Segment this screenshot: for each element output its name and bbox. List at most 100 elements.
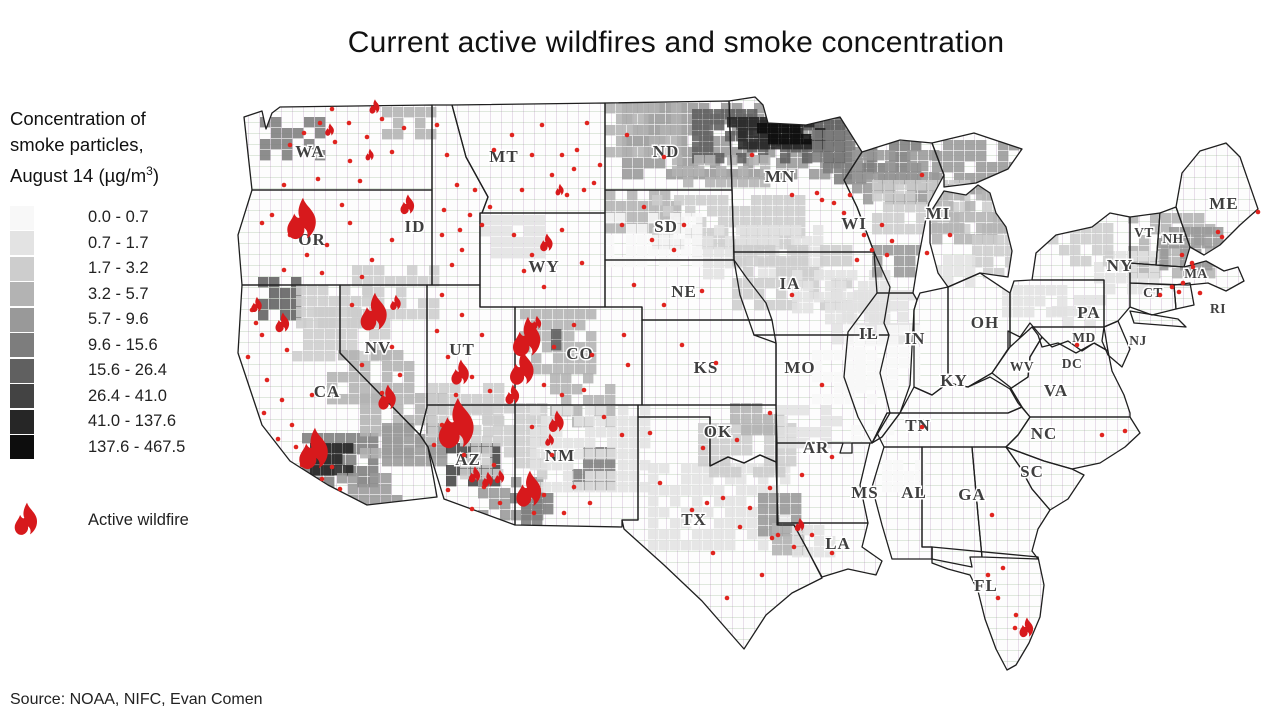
fire-dot (349, 302, 355, 308)
fire-dot (699, 288, 705, 294)
legend-bin-row: 15.6 - 26.4 (10, 358, 225, 384)
state-label-ar: AR (803, 438, 830, 457)
state-label-ct: CT (1143, 285, 1163, 300)
fire-dot (434, 122, 440, 128)
legend-swatch (10, 358, 34, 383)
fire-dot (245, 354, 251, 360)
fire-dot (279, 397, 285, 403)
fire-dot (559, 392, 565, 398)
fire-dot (641, 204, 647, 210)
fire-dot (1013, 612, 1019, 618)
legend-bin-label: 3.2 - 5.7 (88, 284, 149, 303)
fire-dot (315, 176, 321, 182)
fire-dot (264, 377, 270, 383)
fire-dot (1190, 264, 1196, 270)
fire-dot (631, 282, 637, 288)
fire-dot (809, 532, 815, 538)
legend-bin-label: 41.0 - 137.6 (88, 412, 177, 431)
fire-dot (551, 344, 557, 350)
state-label-wi: WI (841, 214, 867, 233)
state-wy (480, 213, 605, 307)
fire-dot (1176, 289, 1182, 295)
state-label-wa: WA (295, 142, 324, 161)
fire-dot (647, 430, 653, 436)
fire-dot (449, 262, 455, 268)
fire-dot (1122, 428, 1128, 434)
state-label-ga: GA (958, 485, 986, 504)
page-title: Current active wildfires and smoke conce… (347, 26, 1005, 59)
legend-bin-row: 0.7 - 1.7 (10, 231, 225, 257)
fire-dot (304, 252, 310, 258)
fire-dot (491, 147, 497, 153)
fire-dot (747, 505, 753, 511)
fire-dot (559, 227, 565, 233)
fire-dot (521, 268, 527, 274)
fire-dot (819, 197, 825, 203)
fire-dot (459, 312, 465, 318)
state-label-fl: FL (974, 576, 998, 595)
fire-dot (1099, 432, 1105, 438)
legend-bin-row: 0.0 - 0.7 (10, 205, 225, 231)
fire-dot (491, 462, 497, 468)
state-nc (1006, 417, 1140, 469)
fire-dot (454, 182, 460, 188)
state-label-ca: CA (314, 382, 341, 401)
fire-dot (253, 320, 259, 326)
fire-dot (529, 252, 535, 258)
legend-bin-row: 9.6 - 15.6 (10, 333, 225, 359)
fire-dot (389, 149, 395, 155)
fire-dot (324, 242, 330, 248)
fire-dot (624, 132, 630, 138)
fire-dot (259, 332, 265, 338)
state-label-ut: UT (449, 340, 475, 359)
fire-dot (924, 250, 930, 256)
legend-bin-row: 1.7 - 3.2 (10, 256, 225, 282)
state-label-wy: WY (528, 257, 559, 276)
fire-dot (1197, 290, 1203, 296)
state-label-oh: OH (971, 313, 999, 332)
fire-dot (337, 486, 343, 492)
fire-dot (831, 200, 837, 206)
fire-dot (332, 139, 338, 145)
fire-dot (571, 166, 577, 172)
fire-dot (281, 182, 287, 188)
state-ut (427, 285, 515, 405)
legend-swatch (10, 384, 34, 409)
state-ne (605, 260, 772, 320)
fire-dot (439, 292, 445, 298)
fire-dot (301, 130, 307, 136)
fire-dot (789, 192, 795, 198)
fire-dot (829, 550, 835, 556)
wildfire-legend-row: Active wildfire (10, 502, 225, 538)
fire-dot (287, 142, 293, 148)
fire-dot (519, 187, 525, 193)
fire-dot (461, 452, 467, 458)
legend-swatch (10, 435, 34, 460)
fire-dot (841, 210, 847, 216)
fire-dot (379, 116, 385, 122)
fire-dot (357, 178, 363, 184)
fire-dot (619, 432, 625, 438)
fire-dot (259, 220, 265, 226)
fire-dot (369, 257, 375, 263)
fire-dot (791, 544, 797, 550)
fire-dot (269, 212, 275, 218)
fire-dot (531, 510, 537, 516)
state-label-or: OR (298, 230, 326, 249)
fire-dot (581, 387, 587, 393)
fire-dot (445, 354, 451, 360)
state-label-ny: NY (1107, 256, 1134, 275)
fire-dot (487, 204, 493, 210)
fire-dot (541, 492, 547, 498)
fire-dot (444, 152, 450, 158)
fire-dot (401, 125, 407, 131)
fire-dot (724, 595, 730, 601)
state-label-md: MD (1072, 330, 1096, 345)
fire-dot (359, 274, 365, 280)
state-label-ia: IA (780, 274, 801, 293)
legend-bin-label: 26.4 - 41.0 (88, 386, 167, 405)
fire-dot (479, 332, 485, 338)
fire-dot (479, 222, 485, 228)
fire-dot (529, 424, 535, 430)
